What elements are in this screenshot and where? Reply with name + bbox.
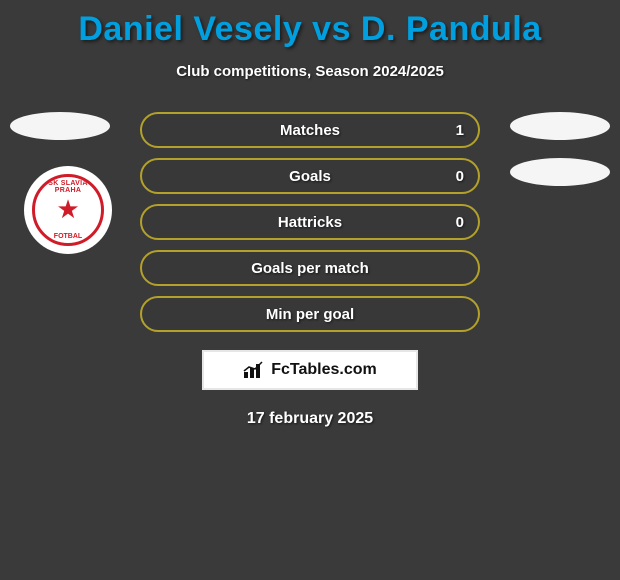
stat-value-right: 0 — [456, 214, 464, 231]
stat-value-right: 0 — [456, 168, 464, 185]
player-left-pill-1 — [10, 112, 110, 140]
player-right-pill-2 — [510, 158, 610, 186]
stat-row-matches: Matches 1 — [140, 112, 480, 148]
stat-row-min-per-goal: Min per goal — [140, 296, 480, 332]
stat-value-right: 1 — [456, 122, 464, 139]
club-badge-top-text: SK SLAVIA PRAHA — [35, 180, 101, 194]
club-badge-star-icon: ★ — [56, 196, 79, 222]
comparison-widget: Daniel Vesely vs D. Pandula Club competi… — [0, 0, 620, 580]
page-subtitle: Club competitions, Season 2024/2025 — [0, 63, 620, 80]
stat-row-goals: Goals 0 — [140, 158, 480, 194]
footer-date: 17 february 2025 — [0, 410, 620, 428]
brand-attribution[interactable]: FcTables.com — [202, 350, 418, 390]
content-area: SK SLAVIA PRAHA ★ FOTBAL Matches 1 Goals… — [0, 112, 620, 428]
club-badge-ring: SK SLAVIA PRAHA ★ FOTBAL — [32, 174, 104, 246]
bar-chart-icon — [243, 361, 265, 379]
stat-label: Matches — [280, 122, 340, 139]
page-title: Daniel Vesely vs D. Pandula — [0, 0, 620, 49]
stat-rows: Matches 1 Goals 0 Hattricks 0 Goals per … — [140, 112, 480, 332]
stat-label: Goals per match — [251, 260, 369, 277]
club-badge-left: SK SLAVIA PRAHA ★ FOTBAL — [24, 166, 112, 254]
stat-label: Hattricks — [278, 214, 342, 231]
brand-text: FcTables.com — [271, 361, 377, 379]
stat-label: Min per goal — [266, 306, 354, 323]
stat-row-goals-per-match: Goals per match — [140, 250, 480, 286]
stat-label: Goals — [289, 168, 331, 185]
player-right-pill-1 — [510, 112, 610, 140]
stat-row-hattricks: Hattricks 0 — [140, 204, 480, 240]
club-badge-bottom-text: FOTBAL — [35, 233, 101, 240]
